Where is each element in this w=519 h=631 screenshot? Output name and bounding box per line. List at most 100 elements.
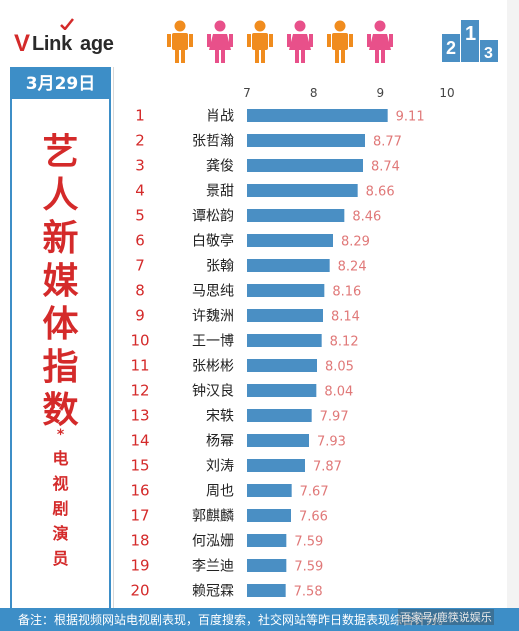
bar xyxy=(247,584,286,597)
bar xyxy=(247,259,330,272)
subtitle-char: 视 xyxy=(52,474,69,493)
x-tick-label: 9 xyxy=(377,86,385,100)
artist-name: 宋轶 xyxy=(206,409,234,425)
value-label: 7.59 xyxy=(294,560,323,575)
value-label: 7.66 xyxy=(299,510,328,525)
rank-label: 6 xyxy=(135,232,145,250)
logo-letter-v: V xyxy=(14,30,31,57)
subtitle-char: 电 xyxy=(52,449,69,468)
artist-name: 谭松韵 xyxy=(192,209,234,225)
value-label: 8.16 xyxy=(332,285,361,300)
bar xyxy=(247,484,292,497)
artist-name: 周也 xyxy=(206,484,234,500)
watermark: 百家号/鹿筷说娱乐 xyxy=(398,609,494,625)
rank-label: 1 xyxy=(135,107,145,125)
artist-name: 赖冠霖 xyxy=(192,584,234,600)
bar xyxy=(247,334,322,347)
bar xyxy=(247,109,388,122)
artist-name: 钟汉良 xyxy=(192,383,234,400)
footer-bar: 备注：根据视频网站电视剧表现，百度搜索，社交网站等昨日数据表现综合计分。 xyxy=(0,608,519,631)
x-tick-label: 7 xyxy=(243,86,251,100)
rank-label: 18 xyxy=(130,532,149,550)
artist-name: 张哲瀚 xyxy=(192,134,234,150)
rank-label: 3 xyxy=(135,157,145,175)
vlinkage-logo: V Link age xyxy=(14,18,124,60)
rank-label: 19 xyxy=(130,557,149,575)
podium-icon: 2 1 3 xyxy=(442,20,498,62)
person-pink-icon xyxy=(287,20,313,63)
value-label: 8.77 xyxy=(373,135,402,150)
title-asterisk: * xyxy=(56,427,65,443)
value-label: 7.58 xyxy=(294,585,323,600)
artist-name: 何泓姗 xyxy=(192,534,234,550)
value-label: 8.24 xyxy=(338,260,367,275)
artist-name: 马思纯 xyxy=(192,284,234,300)
value-label: 7.97 xyxy=(320,410,349,425)
category-subtitle: 电 视 剧 演 员 xyxy=(12,446,109,571)
bar xyxy=(247,409,312,422)
title-char: 数 xyxy=(42,390,79,431)
bar xyxy=(247,534,287,547)
rank-label: 14 xyxy=(130,432,149,450)
artist-name: 王一博 xyxy=(192,333,234,350)
scroll-edge xyxy=(507,0,519,608)
bar xyxy=(247,384,317,397)
title-panel: 3月29日 艺 人 新 媒 体 指 数 * 电 视 剧 演 员 xyxy=(10,67,111,610)
artist-name: 张翰 xyxy=(206,259,234,275)
bar xyxy=(247,184,358,197)
artist-name: 龚俊 xyxy=(206,159,234,175)
person-pink-icon xyxy=(367,20,393,63)
rank-label: 8 xyxy=(135,282,145,300)
main-title: 艺 人 新 媒 体 指 数 xyxy=(12,131,109,432)
value-label: 8.46 xyxy=(352,210,381,225)
value-label: 8.14 xyxy=(331,310,360,325)
artist-name: 许魏洲 xyxy=(192,309,234,325)
artist-name: 李兰迪 xyxy=(192,559,234,575)
logo-suffix: age xyxy=(80,33,114,55)
rank-label: 13 xyxy=(130,407,149,425)
rank-label: 16 xyxy=(130,482,149,500)
value-label: 8.29 xyxy=(341,235,370,250)
bar xyxy=(247,434,309,447)
rank-label: 10 xyxy=(130,332,149,350)
value-label: 7.87 xyxy=(313,460,342,475)
artist-name: 刘涛 xyxy=(206,459,234,475)
rank-label: 7 xyxy=(135,257,145,275)
bar xyxy=(247,159,363,172)
logo-check-icon xyxy=(60,18,74,30)
artist-name: 杨幂 xyxy=(206,434,234,450)
value-label: 8.12 xyxy=(330,335,359,350)
bar xyxy=(247,309,323,322)
title-char: 指 xyxy=(42,347,79,388)
rank-label: 2 xyxy=(135,132,145,150)
divider xyxy=(113,67,114,610)
artist-name: 郭麒麟 xyxy=(192,508,234,525)
x-tick-label: 10 xyxy=(439,86,454,100)
rank-label: 20 xyxy=(130,582,149,600)
bar xyxy=(247,284,325,297)
value-label: 7.67 xyxy=(300,485,329,500)
date-badge: 3月29日 xyxy=(12,69,109,99)
title-char: 体 xyxy=(42,304,79,345)
rank-label: 5 xyxy=(135,207,145,225)
subtitle-char: 剧 xyxy=(52,499,69,518)
podium-label-first: 1 xyxy=(465,23,476,45)
title-char: 人 xyxy=(42,175,79,216)
people-icons xyxy=(167,20,393,63)
bar xyxy=(247,134,365,147)
artist-name: 景甜 xyxy=(206,184,234,200)
title-char: 媒 xyxy=(42,261,79,302)
bar xyxy=(247,559,287,572)
bar xyxy=(247,509,291,522)
artist-name: 张彬彬 xyxy=(192,359,234,375)
podium-label-third: 3 xyxy=(484,45,493,62)
artist-name: 肖战 xyxy=(206,109,234,125)
ranking-bar-chart: 7 8 9 10 1 肖战 9.11 2 张哲瀚 8.77 3 龚俊 8.74 4 景甜 8.66 5 谭松韵 8.… xyxy=(130,86,454,600)
podium-label-second: 2 xyxy=(446,38,456,58)
rank-label: 9 xyxy=(135,307,145,325)
value-label: 8.74 xyxy=(371,160,400,175)
logo-text: Link xyxy=(32,33,72,55)
subtitle-char: 员 xyxy=(52,549,69,568)
bar xyxy=(247,359,317,372)
